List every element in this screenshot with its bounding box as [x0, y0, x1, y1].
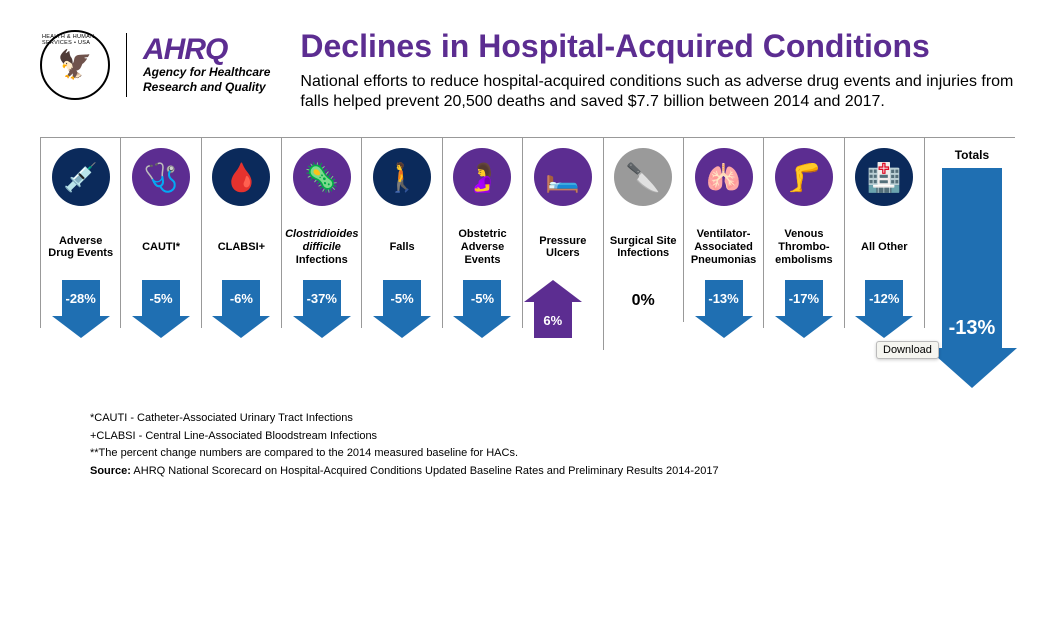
condition-value: -28% — [65, 291, 95, 306]
condition-value: -5% — [391, 291, 414, 306]
condition-value: -5% — [149, 291, 172, 306]
ahrq-logo-block: AHRQ Agency for Healthcare Research and … — [143, 36, 270, 94]
condition-arrow: -6% — [212, 280, 270, 316]
condition-label: Obstetric Adverse Events — [447, 226, 518, 268]
condition-label: Ventilator-Associated Pneumonias — [688, 226, 759, 268]
page-subhead: National efforts to reduce hospital-acqu… — [300, 72, 1015, 114]
condition-label: Clostridioides difficile Infections — [285, 226, 358, 268]
download-tooltip-text: Download — [883, 344, 932, 356]
condition-column: 💉 Adverse Drug Events -28% — [40, 138, 121, 328]
condition-column: 🛏️ Pressure Ulcers 6% — [523, 138, 603, 350]
condition-label: CLABSI+ — [218, 226, 265, 268]
source-text: AHRQ National Scorecard on Hospital-Acqu… — [131, 465, 719, 477]
condition-icon: 🚶 — [373, 148, 431, 206]
conditions-chart: 💉 Adverse Drug Events -28% 🩺 CAUTI* -5% 🩸 CLABS… — [40, 137, 1015, 360]
logo-divider — [126, 33, 127, 97]
condition-value: 0% — [632, 292, 655, 310]
logo-block: HEALTH & HUMAN SERVICES • USA 🦅 AHRQ Age… — [40, 30, 270, 100]
arrow-down-icon: -13% — [705, 280, 743, 316]
footnote-source: Source: AHRQ National Scorecard on Hospi… — [90, 463, 1015, 481]
arrow-down-icon: -17% — [785, 280, 823, 316]
footnote-clabsi: +CLABSI - Central Line-Associated Bloods… — [90, 428, 1015, 446]
condition-label: Surgical Site Infections — [608, 226, 679, 268]
arrow-down-icon: -5% — [383, 280, 421, 316]
condition-arrow: -12% — [855, 280, 913, 316]
footnotes: *CAUTI - Catheter-Associated Urinary Tra… — [40, 410, 1015, 480]
condition-column: 🫁 Ventilator-Associated Pneumonias -13% — [684, 138, 764, 328]
condition-column: 🩺 CAUTI* -5% — [121, 138, 201, 328]
page-title: Declines in Hospital-Acquired Conditions — [300, 30, 1015, 64]
condition-column: 🤰 Obstetric Adverse Events -5% — [443, 138, 523, 328]
footnote-cauti: *CAUTI - Catheter-Associated Urinary Tra… — [90, 410, 1015, 428]
condition-arrow: -5% — [132, 280, 190, 316]
condition-value: 6% — [543, 313, 562, 328]
condition-label: Pressure Ulcers — [527, 226, 598, 268]
condition-column: 🦠 Clostridioides difficile Infections -37% — [282, 138, 362, 328]
condition-icon: 🤰 — [453, 148, 511, 206]
condition-label: All Other — [861, 226, 907, 268]
condition-label: Venous Thrombo-embolisms — [768, 226, 839, 268]
condition-arrow: -5% — [373, 280, 431, 316]
condition-icon: 🛏️ — [534, 148, 592, 206]
condition-icon: 🏥 — [855, 148, 913, 206]
condition-value: -6% — [230, 291, 253, 306]
condition-icon: 🫁 — [695, 148, 753, 206]
totals-value: -13% — [949, 317, 996, 340]
totals-arrow-down-icon: -13% — [942, 168, 1002, 348]
arrow-down-icon: -6% — [222, 280, 260, 316]
hhs-seal-text: HEALTH & HUMAN SERVICES • USA — [42, 34, 108, 46]
condition-arrow: -37% — [293, 280, 351, 316]
header: HEALTH & HUMAN SERVICES • USA 🦅 AHRQ Age… — [40, 30, 1015, 113]
condition-icon: 💉 — [52, 148, 110, 206]
source-label: Source: — [90, 465, 131, 477]
hhs-seal-icon: HEALTH & HUMAN SERVICES • USA 🦅 — [40, 30, 110, 100]
condition-arrow: -13% — [695, 280, 753, 316]
condition-arrow: 0% — [614, 280, 672, 310]
condition-icon: 🦵 — [775, 148, 833, 206]
condition-icon: 🩺 — [132, 148, 190, 206]
arrow-down-icon: -12% — [865, 280, 903, 316]
condition-value: -5% — [471, 291, 494, 306]
condition-arrow: -5% — [453, 280, 511, 316]
condition-arrow: -17% — [775, 280, 833, 316]
condition-arrow: -28% — [52, 280, 110, 316]
condition-arrow: 6% — [534, 280, 592, 338]
arrow-up-icon: 6% — [534, 302, 572, 338]
condition-column: 🩸 CLABSI+ -6% — [202, 138, 282, 328]
totals-label: Totals — [955, 148, 989, 162]
condition-column: 🦵 Venous Thrombo-embolisms -17% — [764, 138, 844, 328]
download-tooltip: Download — [876, 341, 939, 359]
condition-icon: 🩸 — [212, 148, 270, 206]
condition-value: -37% — [307, 291, 337, 306]
condition-column: 🚶 Falls -5% — [362, 138, 442, 328]
condition-label: CAUTI* — [142, 226, 180, 268]
condition-label: Falls — [390, 226, 415, 268]
arrow-down-icon: -5% — [463, 280, 501, 316]
condition-value: -12% — [869, 291, 899, 306]
condition-column: 🏥 All Other -12% — [845, 138, 925, 328]
ahrq-tagline: Agency for Healthcare Research and Quali… — [143, 65, 270, 94]
hhs-eagle-icon: 🦅 — [58, 51, 93, 79]
headline-block: Declines in Hospital-Acquired Conditions… — [300, 30, 1015, 113]
infographic-page: HEALTH & HUMAN SERVICES • USA 🦅 AHRQ Age… — [0, 0, 1055, 501]
condition-label: Adverse Drug Events — [45, 226, 116, 268]
condition-value: -13% — [708, 291, 738, 306]
condition-icon: 🔪 — [614, 148, 672, 206]
condition-icon: 🦠 — [293, 148, 351, 206]
condition-column: 🔪 Surgical Site Infections 0% — [604, 138, 684, 322]
totals-column: Totals -13% — [925, 138, 1015, 360]
condition-value: -17% — [789, 291, 819, 306]
ahrq-wordmark: AHRQ — [143, 36, 270, 63]
arrow-down-icon: -5% — [142, 280, 180, 316]
arrow-down-icon: -28% — [62, 280, 100, 316]
footnote-baseline: **The percent change numbers are compare… — [90, 445, 1015, 463]
arrow-down-icon: -37% — [303, 280, 341, 316]
